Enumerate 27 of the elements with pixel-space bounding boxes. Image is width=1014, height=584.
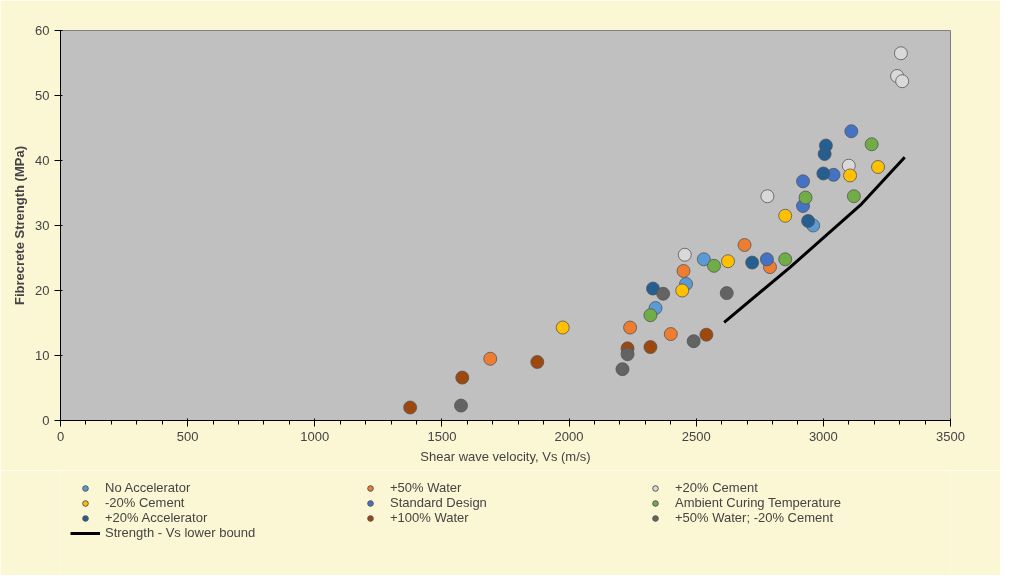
x-tick-label: 1500 [427, 428, 457, 444]
legend-label: +20% Accelerator [105, 510, 209, 525]
x-tick-label: 1000 [300, 428, 330, 444]
x-tick-label: 0 [56, 428, 65, 444]
legend-label: No Accelerator [105, 480, 192, 495]
legend-label: +50% Water; -20% Cement [675, 510, 835, 525]
legend-label: Strength - Vs lower bound [105, 525, 257, 540]
x-tick-label: 3500 [936, 428, 965, 444]
x-tick-label: 3000 [808, 428, 838, 444]
y-tick-label: 60 [35, 23, 50, 38]
legend-label: +100% Water [390, 510, 470, 525]
legend-label: Ambient Curing Temperature [675, 495, 842, 510]
y-tick-label: 10 [35, 348, 50, 363]
y-tick-label: 30 [35, 218, 50, 233]
y-tick-label: 20 [35, 283, 50, 298]
y-tick-label: 0 [42, 413, 50, 428]
x-axis-title: Shear wave velocity, Vs (m/s) [420, 448, 591, 464]
y-axis-title: Fibrecrete Strength (MPa) [12, 146, 28, 305]
legend-label: Standard Design [390, 495, 488, 510]
legend-label: +20% Cement [675, 480, 759, 495]
legend-label: +50% Water [390, 480, 463, 495]
x-tick-label: 2000 [554, 428, 584, 444]
x-tick-label: 500 [176, 428, 199, 444]
y-tick-label: 40 [35, 153, 50, 168]
legend-label: -20% Cement [105, 495, 186, 510]
x-tick-label: 2500 [681, 428, 711, 444]
y-tick-label: 50 [35, 88, 50, 103]
